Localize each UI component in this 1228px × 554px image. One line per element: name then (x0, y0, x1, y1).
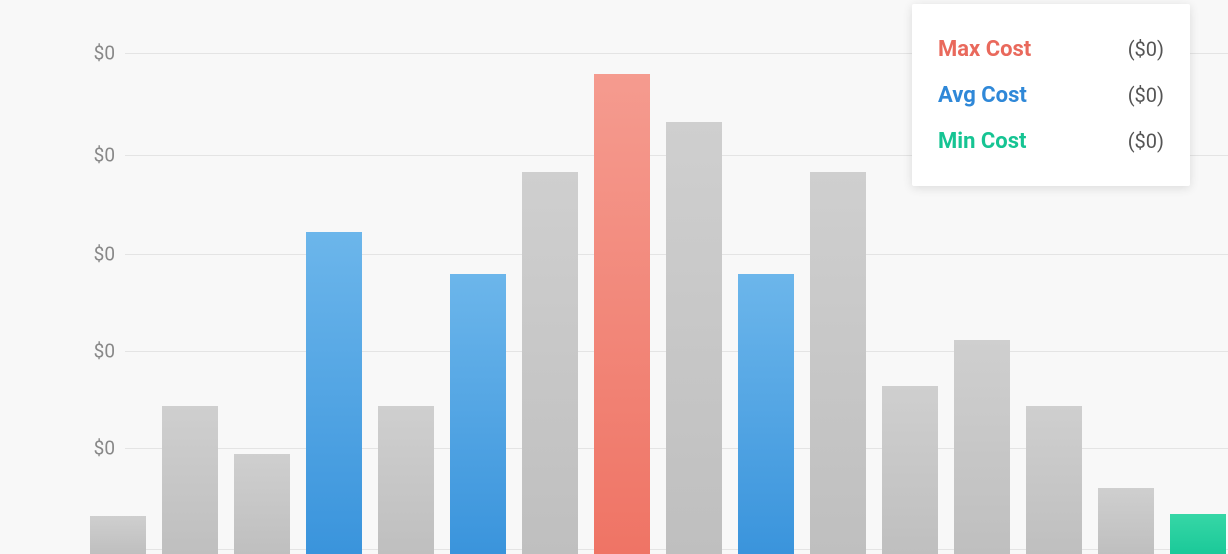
legend-value-max: ($0) (1128, 37, 1164, 61)
bar (522, 172, 578, 554)
bar (594, 74, 650, 554)
legend-row-max: Max Cost ($0) (938, 26, 1164, 72)
bar (666, 122, 722, 554)
legend-label-avg: Avg Cost (938, 83, 1027, 108)
bar (1170, 514, 1226, 554)
bar (306, 232, 362, 554)
bar (450, 274, 506, 554)
legend-label-max: Max Cost (938, 37, 1031, 62)
bar (738, 274, 794, 554)
bar (234, 454, 290, 554)
legend-value-avg: ($0) (1128, 83, 1164, 107)
legend-value-min: ($0) (1128, 129, 1164, 153)
bar (378, 406, 434, 554)
legend-row-min: Min Cost ($0) (938, 118, 1164, 164)
bar (810, 172, 866, 554)
bar (1098, 488, 1154, 554)
legend-row-avg: Avg Cost ($0) (938, 72, 1164, 118)
bar (1026, 406, 1082, 554)
cost-bar-chart: $0$0$0$0$0$0 Max Cost ($0) Avg Cost ($0)… (0, 0, 1228, 554)
legend-card: Max Cost ($0) Avg Cost ($0) Min Cost ($0… (912, 4, 1190, 186)
bar (882, 386, 938, 554)
bar (90, 516, 146, 554)
legend-label-min: Min Cost (938, 129, 1026, 154)
bar (954, 340, 1010, 554)
bar (162, 406, 218, 554)
